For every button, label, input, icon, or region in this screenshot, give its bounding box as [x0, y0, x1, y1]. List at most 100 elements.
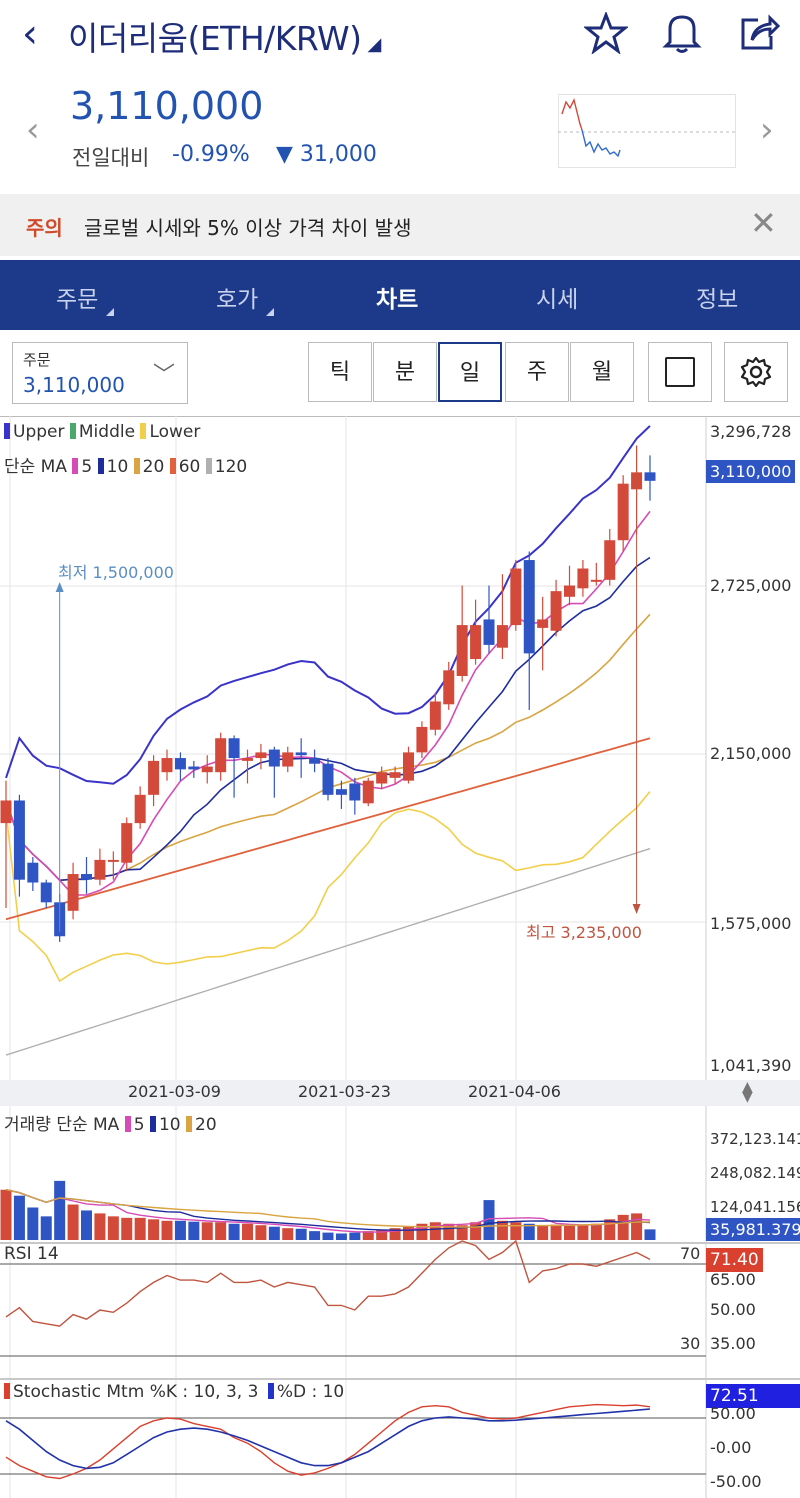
candle-body	[362, 780, 374, 804]
chart-settings-button[interactable]	[724, 342, 788, 402]
back-icon[interactable]: ‹	[22, 11, 38, 57]
price-warning-banner: 주의 글로벌 시세와 5% 이상 가격 차이 발생 ✕	[0, 194, 800, 256]
favorite-star-icon[interactable]	[584, 12, 628, 54]
title-dropdown-icon[interactable]: ◢	[367, 34, 382, 55]
candle-body	[0, 800, 12, 824]
coin-title-text[interactable]: 이더리움(ETH/KRW)	[68, 19, 362, 58]
price-axis-label: 2,725,000	[710, 576, 792, 595]
next-coin-arrow-icon[interactable]: ›	[760, 110, 774, 150]
volume-bar	[27, 1207, 39, 1240]
down-arrow-icon: ▼	[276, 142, 293, 167]
vol-ma20-swatch	[186, 1116, 192, 1132]
tab-order-dropdown-icon	[106, 308, 114, 316]
stoch-axis-label: -50.00	[710, 1472, 762, 1491]
volume-bar	[389, 1228, 401, 1240]
ma5-label: 5	[81, 457, 93, 477]
candle-body	[215, 738, 227, 773]
order-price-value: 3,110,000	[23, 373, 125, 397]
panel-divider	[0, 1242, 800, 1244]
volume-bar	[470, 1222, 482, 1240]
volume-bar	[550, 1224, 562, 1240]
period-tick-button[interactable]: 틱	[308, 342, 372, 402]
resize-handle-icon[interactable]: ▲ ▼	[742, 1079, 753, 1105]
volume-bar	[376, 1229, 388, 1240]
price-axis-label: 1,575,000	[710, 914, 792, 933]
bollinger-legend: Upper Middle Lower	[4, 422, 200, 442]
volume-bar	[429, 1222, 441, 1240]
volume-bar	[577, 1225, 589, 1240]
tab-orderbook[interactable]: 호가	[216, 287, 259, 313]
rsi-axis-label: 65.00	[710, 1270, 756, 1289]
price-axis-label: 1,041,390	[710, 1056, 792, 1075]
candle-body	[107, 859, 119, 862]
mini-price-chart[interactable]	[558, 94, 736, 168]
volume-bar	[443, 1223, 455, 1240]
volume-bar	[564, 1225, 575, 1240]
bb-lower-swatch	[140, 423, 147, 439]
tab-chart[interactable]: 차트	[376, 287, 419, 313]
candle-body	[255, 752, 267, 759]
volume-ma5-line	[5, 1189, 651, 1233]
ma60-label: 60	[178, 457, 201, 477]
volume-bar	[483, 1200, 495, 1240]
tab-market-price[interactable]: 시세	[536, 287, 579, 313]
volume-bar	[148, 1219, 160, 1240]
period-month-button[interactable]: 월	[570, 342, 634, 402]
volume-axis-label: 124,041.156	[710, 1198, 800, 1216]
volume-bar	[13, 1195, 25, 1240]
prev-coin-arrow-icon[interactable]: ‹	[26, 110, 40, 150]
volume-bar	[631, 1213, 643, 1240]
bb-upper-line	[5, 425, 651, 785]
period-day-button[interactable]: 일	[438, 342, 502, 402]
volume-bar	[54, 1180, 66, 1240]
close-icon[interactable]: ✕	[750, 204, 777, 242]
ma20-swatch	[133, 458, 140, 474]
ma10-label: 10	[106, 457, 129, 477]
volume-bar	[537, 1225, 549, 1240]
panel-divider	[0, 1378, 800, 1380]
candle-body	[537, 619, 549, 628]
fullscreen-button[interactable]	[648, 342, 712, 402]
candle-body	[416, 726, 428, 753]
change-amount-value: 31,000	[299, 142, 377, 167]
volume-bar	[215, 1222, 227, 1240]
volume-bar	[309, 1231, 321, 1240]
candle-body	[282, 752, 294, 767]
tab-info[interactable]: 정보	[696, 287, 739, 313]
volume-bar	[174, 1220, 186, 1240]
candle-body	[644, 472, 656, 481]
stochastic-legend: Stochastic Mtm %K : 10, 3, 3 %D : 10	[4, 1382, 344, 1402]
date-label: 2021-03-09	[128, 1082, 221, 1101]
volume-bar	[107, 1216, 119, 1240]
period-minute-button[interactable]: 분	[373, 342, 437, 402]
rsi-current-tag: 71.40	[706, 1248, 763, 1272]
candle-body	[13, 800, 25, 880]
stoch-d-swatch	[267, 1383, 274, 1399]
main-tab-bar: 주문 호가 차트 시세 정보	[0, 260, 800, 330]
candle-body	[376, 772, 388, 784]
candle-body	[242, 758, 253, 761]
candle-body	[403, 752, 414, 781]
period-week-button[interactable]: 주	[505, 342, 569, 402]
volume-bar	[510, 1222, 522, 1240]
order-price-select[interactable]: 주문 3,110,000 ﹀	[12, 342, 188, 404]
coin-title[interactable]: 이더리움(ETH/KRW) ◢	[68, 12, 381, 60]
volume-bar	[335, 1233, 347, 1240]
volume-bar	[590, 1223, 602, 1240]
high-arrow-head	[632, 904, 641, 914]
chart-canvas[interactable]	[0, 416, 800, 1498]
bb-middle-swatch	[69, 423, 76, 439]
volume-axis-label: 248,082.149	[710, 1164, 800, 1182]
gear-icon	[740, 356, 772, 388]
change-percent: -0.99%	[172, 142, 250, 167]
alarm-bell-icon[interactable]	[662, 10, 702, 54]
candle-body	[268, 749, 280, 767]
volume-bar	[81, 1210, 92, 1240]
share-icon[interactable]	[738, 12, 780, 52]
tab-order[interactable]: 주문	[56, 287, 99, 313]
volume-bar	[121, 1217, 133, 1240]
candle-body	[309, 758, 321, 764]
candle-body	[67, 874, 79, 911]
volume-bar	[362, 1231, 374, 1240]
candle-body	[322, 763, 334, 795]
